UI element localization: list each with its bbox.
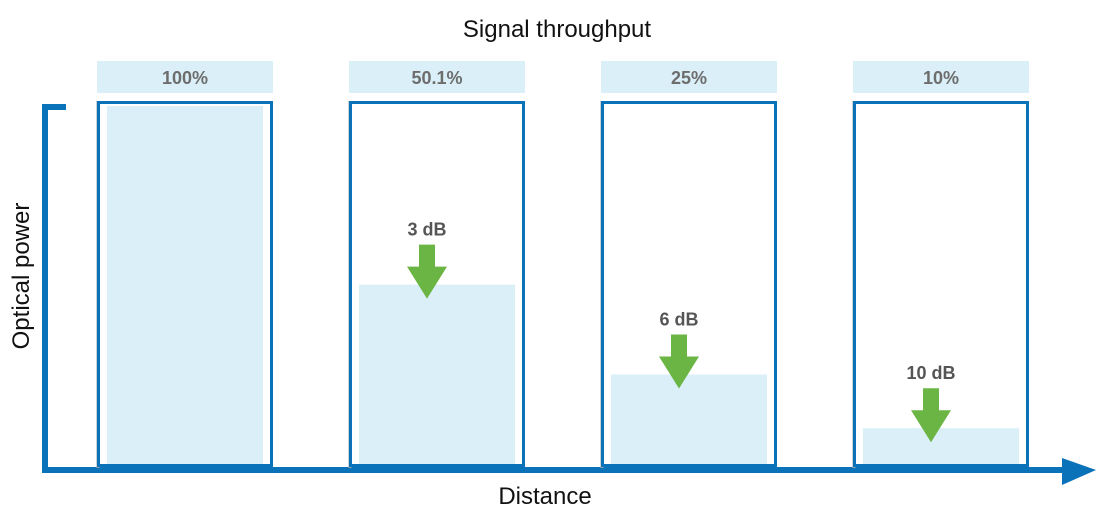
- percent-label: 25%: [671, 68, 707, 88]
- bar-outline: [601, 101, 777, 467]
- percent-label-band: [853, 61, 1029, 93]
- down-arrow-icon: [659, 334, 699, 389]
- chart-title: Signal throughput: [462, 16, 652, 43]
- percent-label: 50.1%: [411, 68, 462, 88]
- power-fill-bar: [863, 428, 1019, 464]
- loss-label: 3 dB: [407, 220, 446, 240]
- bar-outline: [349, 101, 525, 467]
- bar-outline: [853, 101, 1029, 467]
- x-axis-arrowhead: [1062, 458, 1096, 485]
- percent-label-band: [349, 61, 525, 93]
- percent-label-band: [601, 61, 777, 93]
- percent-label: 100%: [162, 68, 208, 88]
- down-arrow-icon: [911, 388, 951, 443]
- percent-label: 10%: [923, 68, 959, 88]
- percent-label-band: [97, 61, 273, 93]
- power-fill-bar: [359, 284, 515, 464]
- x-axis-label: Distance: [498, 483, 592, 510]
- down-arrow-icon: [407, 244, 447, 299]
- bar-outline: [97, 101, 273, 467]
- loss-label: 6 dB: [659, 310, 698, 330]
- loss-label: 10 dB: [906, 363, 955, 383]
- power-fill-bar: [611, 374, 767, 464]
- power-fill-bar: [107, 106, 263, 464]
